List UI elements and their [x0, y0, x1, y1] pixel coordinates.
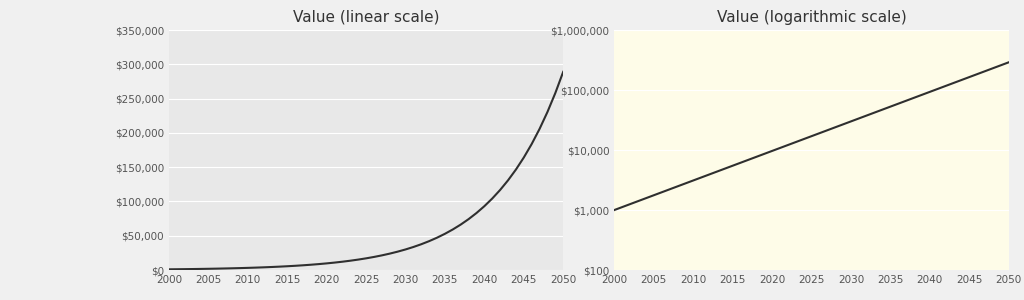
Title: Value (logarithmic scale): Value (logarithmic scale) [717, 10, 906, 25]
Title: Value (linear scale): Value (linear scale) [293, 10, 439, 25]
